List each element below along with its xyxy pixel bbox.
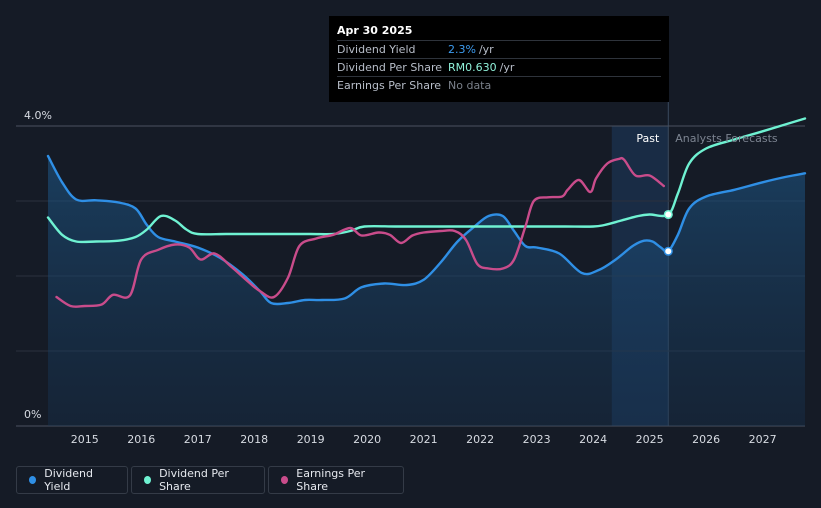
tooltip-date: Apr 30 2025 [337, 24, 413, 37]
x-tick-label: 2016 [127, 433, 155, 446]
x-tick-label: 2019 [297, 433, 325, 446]
x-tick-label: 2023 [523, 433, 551, 446]
legend-label: Earnings Per Share [296, 467, 366, 493]
y-axis-bottom-label: 0% [24, 408, 41, 421]
past-label: Past [636, 132, 660, 145]
x-tick-label: 2020 [353, 433, 381, 446]
dividend-per-share-marker [663, 209, 673, 220]
x-tick-label: 2017 [184, 433, 212, 446]
tooltip-unit: /yr [499, 61, 515, 74]
tooltip-row-dividend-per-share: Dividend Per Share RM0.630 /yr [337, 58, 661, 76]
forecast-label: Analysts Forecasts [675, 132, 778, 145]
data-tooltip: Apr 30 2025 Dividend Yield 2.3% /yr Divi… [329, 16, 669, 102]
x-tick-label: 2026 [692, 433, 720, 446]
legend-label: Dividend Yield [44, 467, 94, 493]
tooltip-value: RM0.630 [448, 61, 497, 74]
legend-dividend-per-share[interactable]: Dividend Per Share [131, 466, 265, 494]
x-tick-label: 2021 [410, 433, 438, 446]
tooltip-label: Earnings Per Share [337, 79, 442, 92]
tooltip-row-dividend-yield: Dividend Yield 2.3% /yr [337, 40, 661, 58]
legend-dividend-yield[interactable]: Dividend Yield [16, 466, 128, 494]
legend-dot-icon [281, 476, 289, 484]
tooltip-value: No data [448, 79, 492, 92]
tooltip-row-earnings-per-share: Earnings Per Share No data [337, 76, 661, 94]
earnings-per-share-line [55, 156, 665, 308]
tooltip-unit: /yr [478, 43, 494, 56]
x-tick-label: 2027 [749, 433, 777, 446]
x-tick-label: 2024 [579, 433, 607, 446]
y-axis-top-label: 4.0% [24, 109, 52, 122]
dividend-yield-area [48, 156, 805, 426]
tooltip-value: 2.3% [448, 43, 476, 56]
tooltip-label: Dividend Per Share [337, 61, 443, 74]
x-tick-label: 2018 [240, 433, 268, 446]
legend-dot-icon [29, 476, 37, 484]
legend-dot-icon [144, 476, 152, 484]
dividend-yield-marker [663, 246, 673, 256]
x-tick-label: 2015 [71, 433, 99, 446]
x-tick-label: 2025 [636, 433, 664, 446]
tooltip-label: Dividend Yield [337, 43, 416, 56]
legend-label: Dividend Per Share [159, 467, 229, 493]
legend-earnings-per-share[interactable]: Earnings Per Share [268, 466, 404, 494]
x-tick-label: 2022 [466, 433, 494, 446]
